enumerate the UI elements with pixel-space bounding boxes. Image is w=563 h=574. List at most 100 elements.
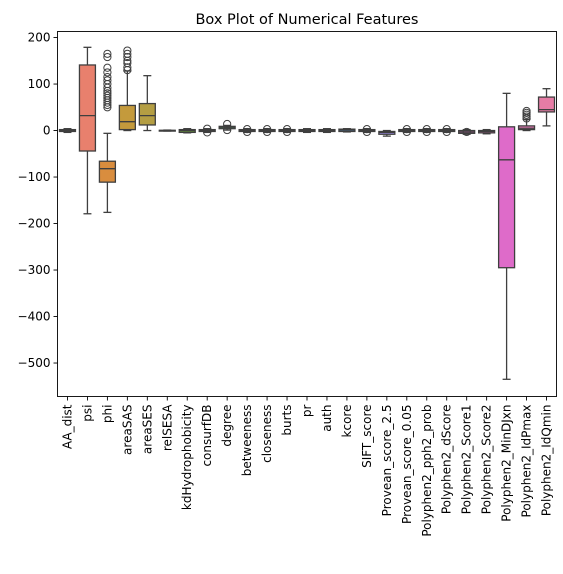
box-kcore xyxy=(338,128,356,133)
x-tick-label: areaSAS xyxy=(120,405,134,455)
outlier-point xyxy=(223,125,232,135)
x-tick-label: AA_dist xyxy=(60,404,74,449)
outlier-point xyxy=(462,127,471,137)
outlier-point xyxy=(282,125,292,134)
outlier-point xyxy=(103,72,112,82)
x-tick-label: burts xyxy=(280,405,294,436)
outlier-point xyxy=(243,127,252,137)
outlier-point xyxy=(442,127,451,137)
x-tick-label: Polyphen2_dScore xyxy=(440,405,454,515)
outlier-point xyxy=(103,68,112,77)
box-Polyphen2_MinDJxn xyxy=(497,92,516,380)
outlier-point xyxy=(362,125,371,134)
box-psi xyxy=(78,46,97,215)
box-iqr xyxy=(138,102,156,126)
x-tick-label: phi xyxy=(100,405,114,424)
y-axis: 200 100 0 −100 −200 −300 −400 −500 xyxy=(18,31,58,370)
box-iqr xyxy=(497,126,516,269)
outlier-point xyxy=(103,49,112,58)
box-SIFT_score xyxy=(358,125,376,137)
x-tick-label: relSESA xyxy=(160,404,174,451)
box-areaSES xyxy=(138,75,156,132)
outlier-point xyxy=(203,128,212,137)
box-Provean_score_2.5 xyxy=(378,129,396,137)
outlier-point xyxy=(422,127,431,137)
box-iqr xyxy=(118,104,136,131)
box-iqr xyxy=(98,160,117,183)
outlier-point xyxy=(243,125,252,134)
box-iqr xyxy=(537,96,556,113)
y-tick-label: −400 xyxy=(18,310,51,324)
x-tick-label: psi xyxy=(80,405,94,422)
x-tick-label: consurfDB xyxy=(200,405,214,467)
x-tick-label: Polyphen2_MinDJxn xyxy=(500,405,514,522)
outlier-point xyxy=(103,76,112,85)
outlier-point xyxy=(103,89,112,98)
x-tick-label: betweeness xyxy=(240,405,254,477)
x-tick-label: Polyphen2_Score1 xyxy=(460,405,474,515)
x-tick-label: Polyphen2_IdQmin xyxy=(540,405,554,517)
x-tick-label: Polyphen2_IdPmax xyxy=(520,405,534,518)
x-tick-label: Polyphen2_pph2_prob xyxy=(420,405,434,537)
box-auth xyxy=(318,128,336,134)
x-tick-label: kcore xyxy=(340,405,354,438)
box-consurfDB xyxy=(198,124,216,137)
box-Polyphen2_pph2_prob xyxy=(418,125,436,137)
box-iqr xyxy=(78,64,97,152)
outlier-point xyxy=(123,49,132,58)
x-tick-label: Polyphen2_Score2 xyxy=(480,405,494,515)
box-burts xyxy=(278,125,296,137)
box-Polyphen2_IdQmin xyxy=(537,88,556,127)
box-degree xyxy=(218,119,236,135)
x-tick-label: degree xyxy=(220,405,234,447)
box-Polyphen2_Score2 xyxy=(478,128,496,135)
x-tick-label: pr xyxy=(300,404,314,417)
chart-title: Box Plot of Numerical Features xyxy=(195,12,418,28)
box-series xyxy=(58,46,556,380)
box-closeness xyxy=(258,125,276,137)
outlier-point xyxy=(123,59,132,68)
outlier-point xyxy=(282,127,292,137)
y-tick-label: −100 xyxy=(18,170,51,184)
outlier-point xyxy=(123,52,132,62)
outlier-point xyxy=(123,46,132,55)
box-phi xyxy=(98,49,117,214)
outlier-point xyxy=(402,127,411,137)
x-tick-label: Provean_score_0.05 xyxy=(400,405,414,524)
y-tick-label: −300 xyxy=(18,263,51,277)
outlier-point xyxy=(103,91,112,100)
x-tick-label: auth xyxy=(320,405,334,432)
outlier-point xyxy=(203,124,212,133)
box-AA_dist xyxy=(58,128,77,134)
x-tick-label: SIFT_score xyxy=(360,405,374,468)
box-Polyphen2_dScore xyxy=(438,125,456,137)
outlier-point xyxy=(422,125,431,134)
outlier-point xyxy=(103,63,112,72)
outlier-point xyxy=(442,125,451,134)
outlier-point xyxy=(223,119,232,129)
x-tick-label: areaSES xyxy=(140,405,154,455)
box-kdHydrophobicity xyxy=(178,128,196,134)
x-tick-label: closeness xyxy=(260,405,274,463)
y-tick-label: 200 xyxy=(28,31,51,45)
outlier-point xyxy=(362,127,371,137)
box-Polyphen2_IdPmax xyxy=(517,106,536,132)
x-tick-label: kdHydrophobicity xyxy=(180,405,194,511)
outlier-point xyxy=(123,63,132,72)
box-Provean_score_0.05 xyxy=(398,125,416,137)
outlier-point xyxy=(262,125,272,134)
outlier-point xyxy=(402,125,411,134)
y-tick-label: −200 xyxy=(18,217,51,231)
box-Polyphen2_Score1 xyxy=(458,127,476,137)
box-betweeness xyxy=(238,125,256,137)
box-pr xyxy=(298,128,316,134)
outlier-point xyxy=(103,52,112,62)
x-axis: AA_dist psi phi areaSAS areaSES relSESA kdHydr… xyxy=(60,396,554,537)
x-tick-label: Provean_score_2.5 xyxy=(380,405,394,517)
box-relSESA xyxy=(158,129,176,132)
outlier-point xyxy=(262,127,272,137)
y-tick-label: 0 xyxy=(43,124,51,138)
y-tick-label: 100 xyxy=(28,77,51,91)
box-areaSAS xyxy=(118,46,136,132)
